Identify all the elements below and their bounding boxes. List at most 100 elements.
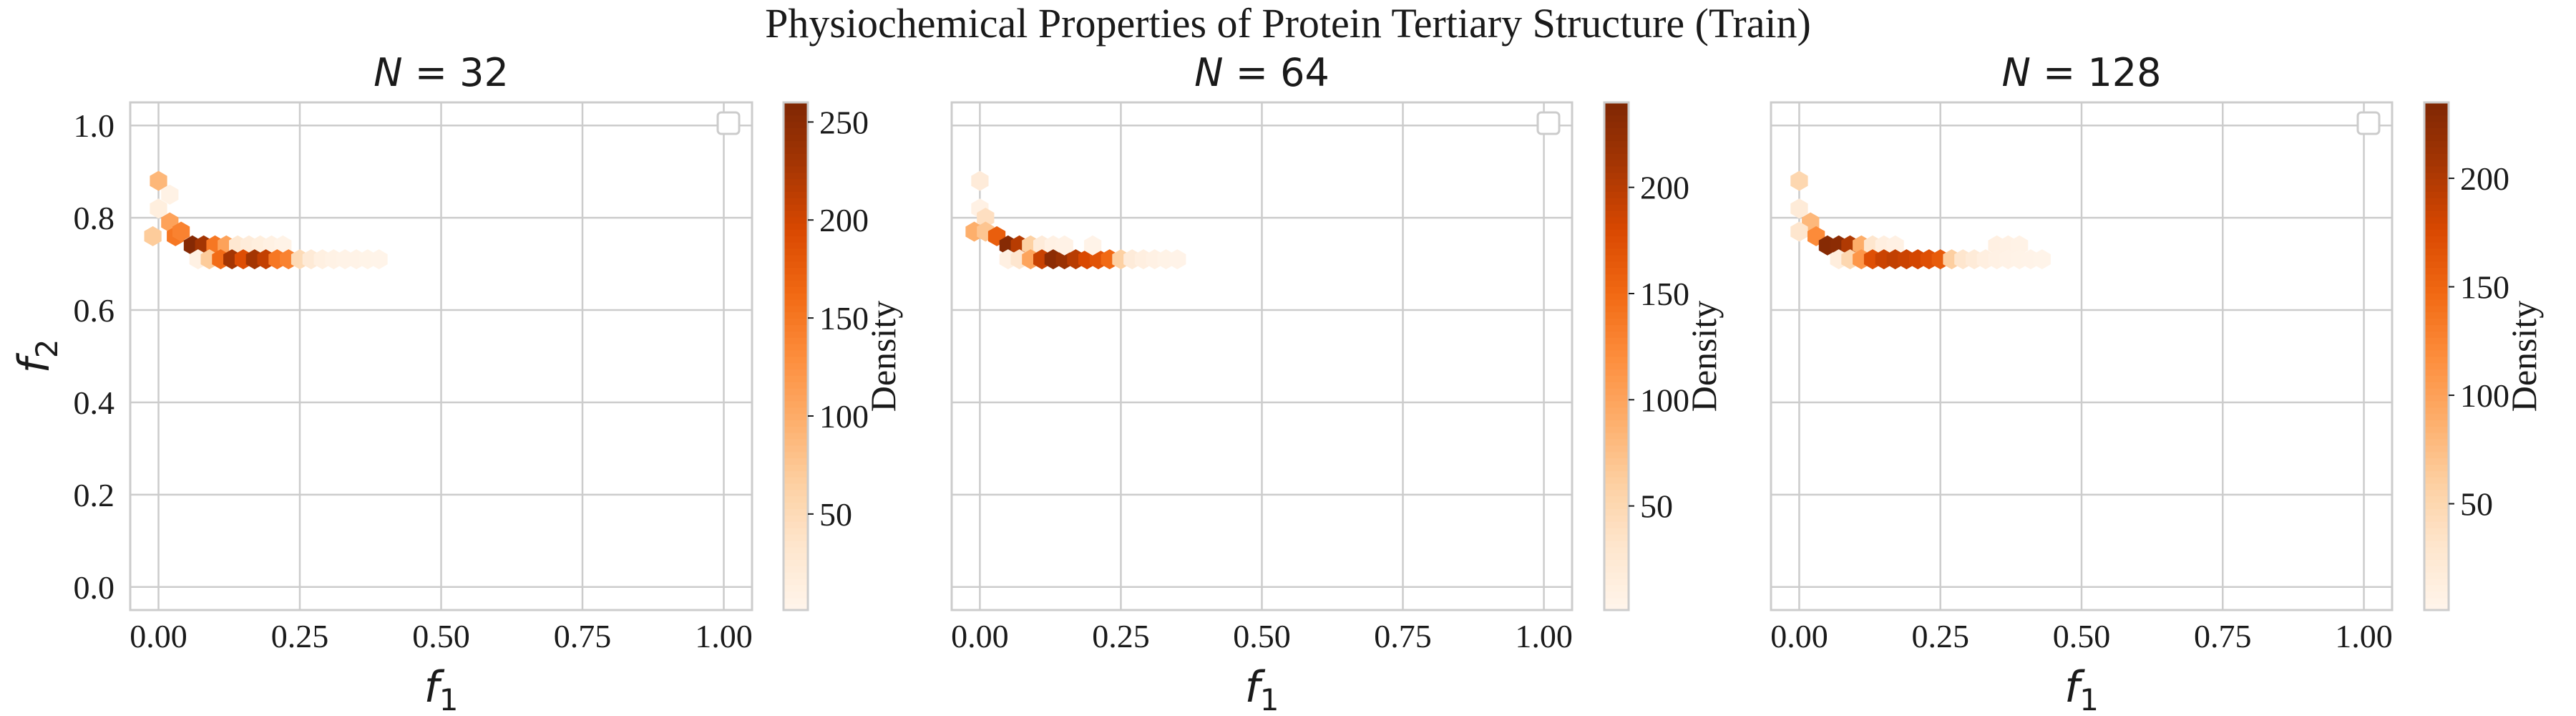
colorbar-segment: [1604, 387, 1629, 395]
colorbar-segment: [784, 292, 808, 300]
colorbar-segment: [2424, 102, 2449, 110]
colorbar-segment: [784, 381, 808, 389]
y-tick-label: 0.4: [74, 384, 115, 421]
x-tick-label: 0.50: [1233, 618, 1291, 654]
colorbar-segment: [784, 165, 808, 173]
colorbar-segment: [2424, 280, 2449, 287]
colorbar-tick-label: 50: [1640, 488, 1673, 525]
colorbar-segment: [784, 527, 808, 535]
colorbar-segment: [1604, 134, 1629, 141]
colorbar-segment: [2424, 515, 2449, 522]
colorbar-segment: [2424, 248, 2449, 256]
colorbar-segment: [1604, 369, 1629, 376]
y-tick-label: 0.2: [74, 477, 115, 513]
colorbar-segment: [784, 559, 808, 566]
colorbar-segment: [784, 476, 808, 484]
colorbar-label: Density: [2504, 301, 2544, 412]
colorbar-segment: [1604, 540, 1629, 548]
chart-panel-1: 0.00 0.25 0.50 0.75 1.00 0.0 0.2 0.4 0.6 0.8 1.0 N …: [9, 50, 903, 716]
colorbar-segment: [1604, 229, 1629, 236]
colorbar-segment: [784, 420, 808, 427]
colorbar-segment: [784, 229, 808, 236]
colorbar-segment: [784, 432, 808, 440]
colorbar-segment: [1604, 115, 1629, 122]
hexbin-cell: [971, 170, 989, 191]
y-tick-label: 0.6: [74, 292, 115, 329]
colorbar-segment: [2424, 495, 2449, 503]
colorbar-segment: [2424, 407, 2449, 415]
colorbar-segment: [784, 394, 808, 402]
colorbar-segment: [2424, 387, 2449, 395]
colorbar-segment: [2424, 216, 2449, 224]
colorbar-segment: [1604, 203, 1629, 211]
colorbar-segment: [2424, 483, 2449, 490]
panel-title-value: 32: [459, 50, 509, 95]
hexbin-cell: [1790, 198, 1808, 219]
y-tick-label: 1.0: [74, 107, 115, 144]
colorbar-segment: [1604, 597, 1629, 604]
colorbar-segment: [2424, 305, 2449, 313]
colorbar-segment: [784, 604, 808, 611]
colorbar-segment: [784, 261, 808, 268]
colorbar-segment: [1604, 476, 1629, 484]
colorbar-segment: [784, 178, 808, 186]
colorbar-segment: [1604, 343, 1629, 351]
colorbar-segment: [784, 210, 808, 218]
colorbar-segment: [784, 362, 808, 370]
colorbar-segment: [2424, 140, 2449, 147]
colorbar-segment: [1604, 191, 1629, 198]
colorbar-segment: [1604, 565, 1629, 573]
colorbar-segment: [1604, 292, 1629, 300]
colorbar-segment: [1604, 223, 1629, 231]
colorbar-tick-label: 100: [819, 398, 869, 435]
colorbar-segment: [1604, 178, 1629, 186]
colorbar-frame: [782, 101, 809, 611]
colorbar-segment: [2424, 394, 2449, 402]
panel-title-value: 64: [1280, 50, 1330, 95]
colorbar-segment: [1604, 381, 1629, 389]
colorbar-tick-label: 100: [2460, 377, 2509, 414]
colorbar-segment: [784, 147, 808, 154]
colorbar-segment: [2424, 203, 2449, 211]
colorbar-segment: [1604, 584, 1629, 592]
x-axis-label: f1: [424, 662, 459, 716]
colorbar-segment: [784, 108, 808, 116]
colorbar-segment: [784, 343, 808, 351]
colorbar-segment: [784, 502, 808, 509]
colorbar-segment: [2424, 502, 2449, 509]
colorbar-segment: [1604, 438, 1629, 446]
colorbar-segment: [2424, 178, 2449, 186]
colorbar-segment: [784, 274, 808, 281]
colorbar-segment: [2424, 571, 2449, 579]
x-axis-label-sub: 1: [1260, 682, 1279, 716]
colorbar-segment: [2424, 420, 2449, 427]
x-tick-label: 1.00: [695, 618, 753, 654]
colorbar-segment: [784, 140, 808, 147]
colorbar-segment: [2424, 413, 2449, 420]
x-tick-label: 1.00: [2335, 618, 2393, 654]
colorbar-segment: [1604, 489, 1629, 497]
colorbar-tick-label: 150: [819, 300, 869, 337]
colorbar-segment: [2424, 527, 2449, 535]
y-axis-label: f2: [9, 339, 64, 374]
colorbar-segment: [2424, 584, 2449, 592]
colorbar-segment: [1604, 604, 1629, 611]
colorbar-tick-label: 150: [2460, 269, 2509, 306]
colorbar-segment: [784, 553, 808, 560]
x-tick-label: 0.75: [1374, 618, 1432, 654]
colorbar-segment: [784, 464, 808, 471]
colorbar-tick-label: 150: [1640, 276, 1689, 312]
colorbar-segment: [2424, 349, 2449, 357]
colorbar-segment: [2424, 267, 2449, 275]
colorbar-tick-label: 250: [819, 104, 869, 140]
colorbar-segment: [784, 565, 808, 573]
colorbar-segment: [1604, 216, 1629, 224]
x-tick-label: 1.00: [1515, 618, 1573, 654]
colorbar-segment: [784, 451, 808, 459]
colorbar-segment: [2424, 521, 2449, 528]
colorbar-segment: [2424, 553, 2449, 560]
hexbin-cell: [1790, 221, 1808, 242]
colorbar-segment: [2424, 565, 2449, 573]
colorbar-segment: [1604, 147, 1629, 154]
colorbar-segment: [2424, 236, 2449, 243]
